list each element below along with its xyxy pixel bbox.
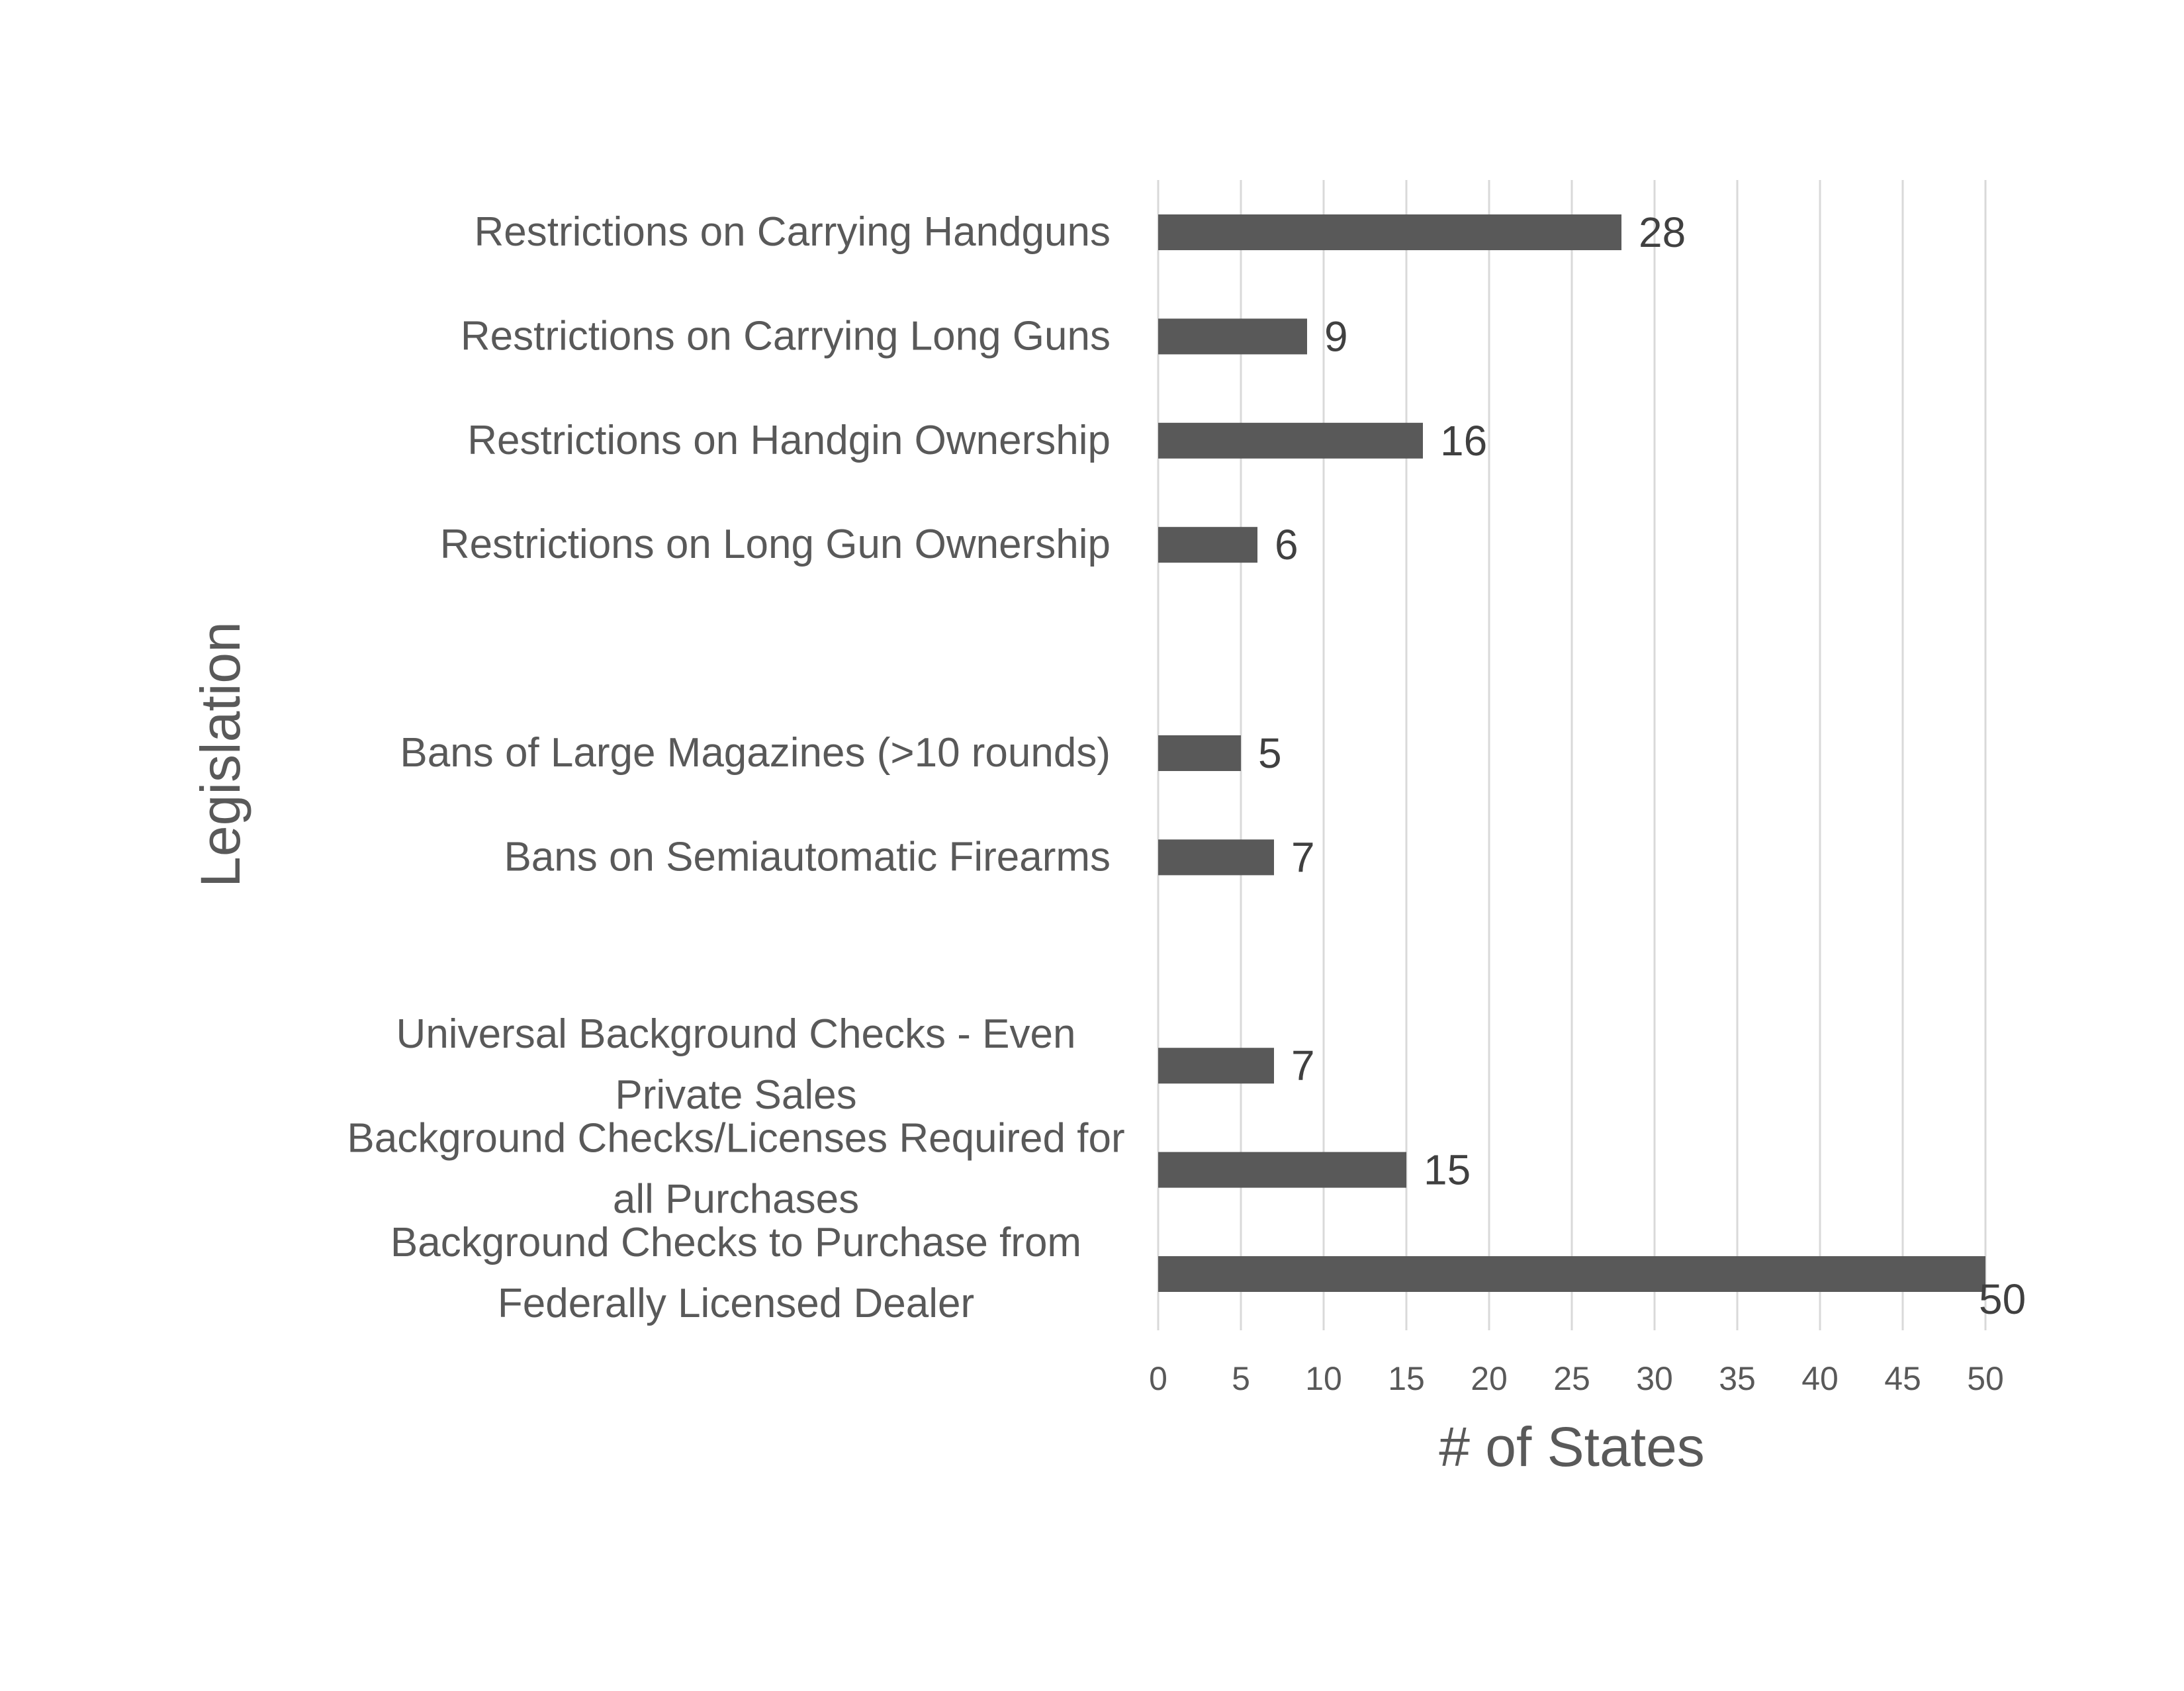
x-tick-label: 45 bbox=[1884, 1360, 1921, 1397]
data-label: 28 bbox=[1639, 208, 1686, 256]
bar bbox=[1158, 735, 1241, 771]
category-label: Background Checks/Licenses Required for a… bbox=[347, 1116, 1124, 1222]
x-tick-label: 20 bbox=[1471, 1360, 1508, 1397]
x-tick-label: 5 bbox=[1232, 1360, 1250, 1397]
data-labels: 28 9 16 6 5 7 7 15 50 bbox=[1258, 208, 2026, 1323]
bar bbox=[1158, 527, 1257, 563]
category-labels: Restrictions on Carrying Handguns Restric… bbox=[347, 209, 1124, 1326]
y-axis-title: Legislation bbox=[189, 621, 251, 888]
category-label: Bans of Large Magazines (>10 rounds) bbox=[400, 730, 1111, 776]
x-tick-label: 40 bbox=[1801, 1360, 1839, 1397]
x-tick-label: 25 bbox=[1553, 1360, 1590, 1397]
bar bbox=[1158, 1152, 1406, 1188]
bar bbox=[1158, 1256, 1985, 1292]
x-tick-label: 10 bbox=[1305, 1360, 1342, 1397]
category-label: Bans on Semiautomatic Firearms bbox=[504, 834, 1111, 880]
x-tick-label: 35 bbox=[1719, 1360, 1756, 1397]
data-label: 15 bbox=[1424, 1146, 1471, 1194]
data-label: 7 bbox=[1291, 1042, 1315, 1089]
x-tick-label: 0 bbox=[1149, 1360, 1167, 1397]
bars bbox=[1158, 214, 1985, 1292]
category-label: Restrictions on Handgin Ownership bbox=[467, 418, 1111, 463]
category-label: Restrictions on Long Gun Ownership bbox=[440, 522, 1111, 567]
x-tick-label: 30 bbox=[1636, 1360, 1673, 1397]
data-label: 7 bbox=[1291, 833, 1315, 881]
bar bbox=[1158, 839, 1274, 876]
bar bbox=[1158, 214, 1621, 250]
category-label: Background Checks to Purchase from Federa… bbox=[390, 1220, 1081, 1326]
x-axis-title: # of States bbox=[1439, 1416, 1705, 1478]
data-label: 50 bbox=[1979, 1275, 2026, 1323]
data-label: 16 bbox=[1440, 417, 1487, 465]
category-label: Restrictions on Carrying Long Guns bbox=[461, 313, 1111, 359]
x-tick-label: 15 bbox=[1388, 1360, 1425, 1397]
x-tick-labels: 0 5 10 15 20 25 30 35 40 45 50 bbox=[1149, 1360, 2004, 1397]
category-label: Universal Background Checks - Even Privat… bbox=[396, 1011, 1076, 1118]
data-label: 9 bbox=[1324, 312, 1348, 360]
data-label: 5 bbox=[1258, 729, 1282, 777]
bar bbox=[1158, 318, 1307, 355]
data-label: 6 bbox=[1275, 521, 1298, 569]
bar bbox=[1158, 1048, 1274, 1084]
gridlines bbox=[1157, 180, 1987, 1330]
x-tick-label: 50 bbox=[1967, 1360, 2004, 1397]
bar bbox=[1158, 422, 1423, 459]
category-label: Restrictions on Carrying Handguns bbox=[475, 209, 1111, 255]
